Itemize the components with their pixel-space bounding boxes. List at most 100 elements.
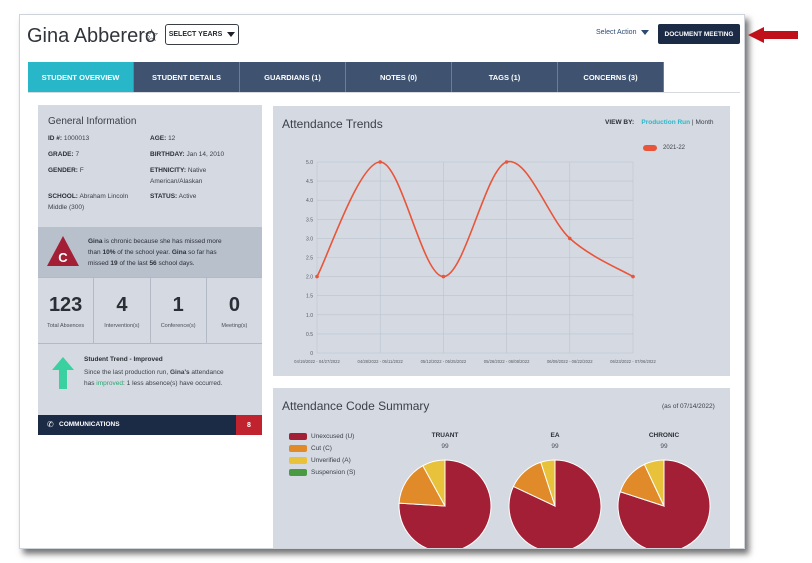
pie-slice [540, 459, 556, 507]
legend-swatch [289, 456, 307, 464]
select-years-button[interactable]: SELECT YEARS [165, 24, 239, 45]
code-summary-as-of: (as of 07/14/2022) [662, 403, 715, 410]
stat-label: Total Absences [47, 323, 85, 329]
legend-item-suspension: Suspension (S) [289, 466, 355, 478]
general-info-title: General Information [48, 116, 137, 127]
pie-slice [398, 465, 446, 507]
stat-value: 1 [172, 294, 184, 316]
chronic-name: Gina [88, 238, 103, 245]
stat-interventions[interactable]: 4 Intervention(s) [94, 277, 151, 344]
code-legend: Unexcused (U) Cut (C) Unverified (A) Sus… [289, 430, 355, 478]
y-tick-label: 2.0 [306, 275, 313, 281]
tab-guardians[interactable]: GUARDIANS (1) [240, 62, 346, 92]
ethnicity-value-line1: Native [187, 167, 207, 174]
trend-line2-pre: has [84, 380, 97, 387]
legend-item-unexcused: Unexcused (U) [289, 430, 355, 442]
gender-value: F [79, 167, 84, 174]
code-summary-pies [398, 459, 711, 548]
gender-label: GENDER: [48, 167, 78, 174]
age-label: AGE: [150, 135, 167, 142]
id-value: 1000013 [63, 135, 90, 142]
x-tick-label: 04/19/2022 - 04/27/2022 [294, 359, 340, 364]
legend-series-label: 2021-22 [663, 145, 686, 151]
view-by-production-run-link[interactable]: Production Run [641, 119, 691, 126]
stat-conferences[interactable]: 1 Conference(s) [150, 277, 207, 344]
school-value-line2: Middle (300) [48, 204, 85, 211]
favorite-star-icon[interactable]: ☆ [144, 26, 160, 45]
chronic-missed: 19 [110, 260, 118, 267]
stat-value: 4 [116, 294, 128, 316]
chronic-message: Gina is chronic because she has missed m… [88, 236, 258, 269]
view-by-label: VIEW BY: [605, 119, 635, 126]
data-point [315, 274, 319, 279]
chronic-percent: 10% [102, 249, 116, 256]
stat-total-absences[interactable]: 123 Total Absences [38, 277, 95, 344]
grade-field: GRADE: 7 [48, 149, 79, 160]
pie-count-chronic: 99 [660, 443, 668, 450]
stat-label: Meeting(s) [221, 323, 248, 329]
communications-count-badge: 8 [236, 415, 262, 435]
x-tick-label: 04/28/2022 - 05/11/2022 [358, 359, 404, 364]
communications-bar[interactable]: ✆ COMMUNICATIONS 8 [38, 415, 262, 435]
school-field: SCHOOL: Abraham Lincoln Middle (300) [48, 191, 128, 213]
stat-meetings[interactable]: 0 Meeting(s) [206, 277, 262, 344]
legend-swatch [643, 145, 657, 151]
stat-label: Intervention(s) [104, 323, 140, 329]
grade-label: GRADE: [48, 151, 74, 158]
birthday-field: BIRTHDAY: Jan 14, 2010 [150, 149, 224, 160]
tab-notes[interactable]: NOTES (0) [346, 62, 452, 92]
id-label: ID #: [48, 135, 63, 142]
document-meeting-button[interactable]: DOCUMENT MEETING [658, 24, 740, 44]
x-tick-label: 06/09/2022 - 06/22/2022 [547, 359, 593, 364]
y-tick-label: 1.5 [306, 294, 313, 300]
y-tick-label: 0.5 [306, 332, 313, 338]
school-label: SCHOOL: [48, 193, 78, 200]
ethnicity-label: ETHNICITY: [150, 167, 186, 174]
select-years-label: SELECT YEARS [168, 31, 223, 38]
grade-value: 7 [75, 151, 80, 158]
birthday-value: Jan 14, 2010 [186, 151, 225, 158]
tab-student-details[interactable]: STUDENT DETAILS [134, 62, 240, 92]
phone-icon: ✆ [47, 420, 54, 429]
trend-message: Since the last production run, Gina's at… [84, 367, 256, 389]
stats-row: 123 Total Absences 4 Intervention(s) 1 Conf… [38, 277, 262, 344]
select-action-dropdown[interactable]: Select Action [596, 29, 650, 36]
tab-divider [28, 92, 740, 93]
stat-value: 123 [48, 294, 83, 316]
legend-swatch [289, 468, 307, 476]
pie-title-chronic: CHRONIC [648, 432, 680, 439]
tab-student-overview[interactable]: STUDENT OVERVIEW [28, 62, 134, 92]
caret-down-icon [227, 32, 236, 37]
chronic-badge-letter: C [58, 250, 68, 265]
legend-item-cut: Cut (C) [289, 442, 355, 454]
x-tick-label: 06/23/2022 - 07/06/2022 [610, 359, 656, 364]
data-point [631, 274, 635, 279]
view-by-month-link[interactable]: Month [695, 119, 714, 126]
caret-down-icon [641, 30, 650, 35]
legend-label: Cut (C) [311, 444, 332, 452]
id-field: ID #: 1000013 [48, 133, 89, 144]
select-action-label: Select Action [596, 29, 637, 36]
chart-grid [316, 161, 634, 354]
y-tick-label: 2.5 [306, 256, 313, 262]
chronic-line2-end: so far has [186, 249, 217, 256]
chronic-line3-mid: of the last [117, 260, 150, 267]
gender-field: GENDER: F [48, 165, 84, 176]
tab-tags[interactable]: TAGS (1) [452, 62, 558, 92]
general-info-panel: General Information ID #: 1000013 AGE: 1… [38, 105, 262, 435]
status-field: STATUS: Active [150, 191, 196, 202]
pie-slice [422, 459, 446, 507]
chronic-line2-post: of the school year. [115, 249, 172, 256]
pointer-arrow-icon [748, 27, 798, 43]
chronic-name2: Gina [171, 249, 187, 256]
pie-count-ea: 99 [551, 443, 559, 450]
tab-bar: STUDENT OVERVIEW STUDENT DETAILS GUARDIA… [28, 62, 664, 92]
communications-label: COMMUNICATIONS [59, 421, 120, 428]
y-tick-label: 4.0 [306, 198, 313, 204]
x-tick-label: 05/26/2022 - 06/08/2022 [484, 359, 530, 364]
tab-concerns[interactable]: CONCERNS (3) [558, 62, 664, 92]
y-tick-label: 3.0 [306, 236, 313, 242]
data-point [568, 236, 572, 241]
school-value-line1: Abraham Lincoln [79, 193, 129, 200]
trend-improved: improved [96, 380, 124, 387]
